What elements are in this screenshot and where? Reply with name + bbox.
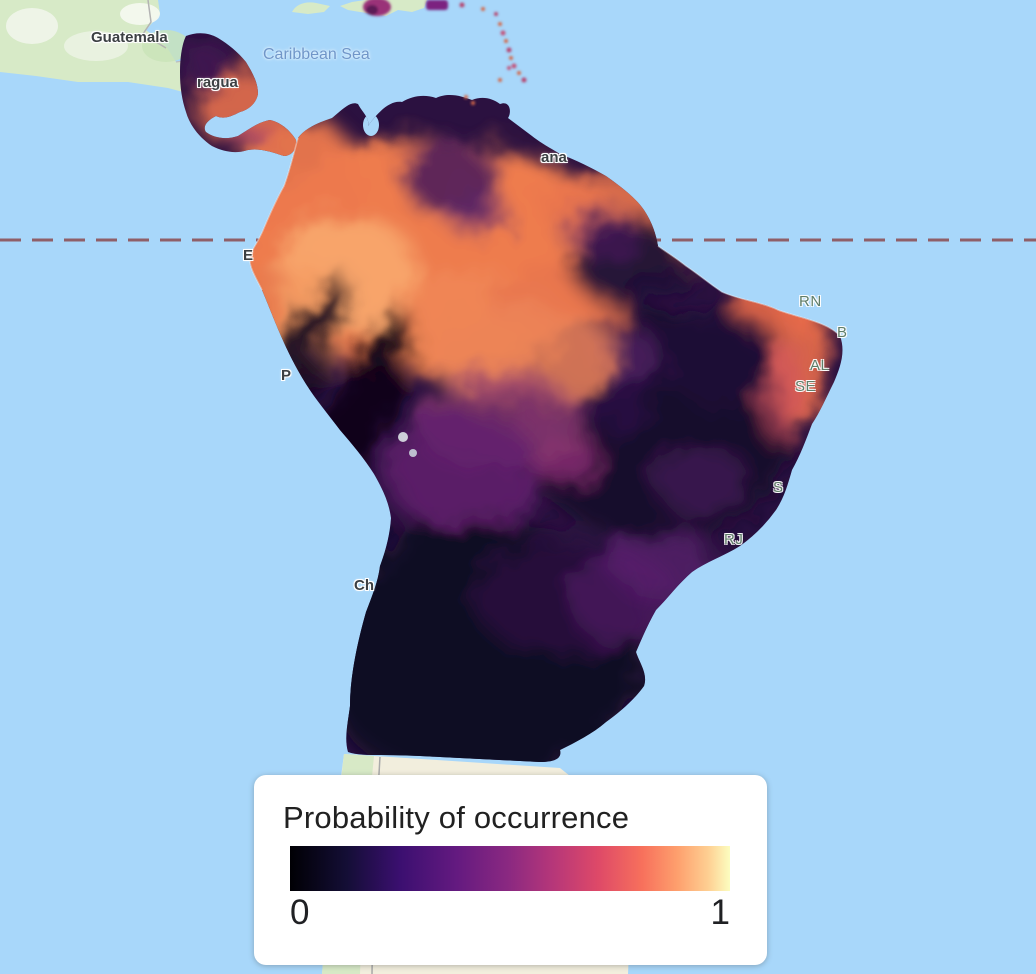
legend-min-label: 0 <box>290 893 310 933</box>
legend-max-label: 1 <box>710 893 730 933</box>
label-chile-partial: Ch <box>354 577 374 594</box>
label-ecuador-partial: E <box>243 247 254 264</box>
label-state-se: SE <box>795 378 817 395</box>
label-state-pb-partial: B <box>837 324 848 341</box>
lake-maracaibo <box>363 114 379 136</box>
label-state-rj: RJ <box>724 531 744 548</box>
legend-scale: 0 1 <box>290 895 730 930</box>
label-guyana-partial: ana <box>541 149 567 166</box>
label-state-al: AL <box>810 357 830 374</box>
legend-colorbar <box>290 846 730 892</box>
label-nicaragua-partial: ragua <box>197 74 238 91</box>
raster-island-patches <box>363 0 527 105</box>
legend-card: Probability of occurrence 0 1 <box>254 775 767 965</box>
label-caribbean-sea: Caribbean Sea <box>263 46 370 63</box>
label-state-es-partial: S <box>773 479 784 496</box>
label-state-rn: RN <box>799 293 822 310</box>
raster-coast-fringe <box>248 137 841 337</box>
legend-title: Probability of occurrence <box>283 800 630 835</box>
label-peru-partial: P <box>281 367 292 384</box>
label-guatemala: Guatemala <box>91 29 168 46</box>
